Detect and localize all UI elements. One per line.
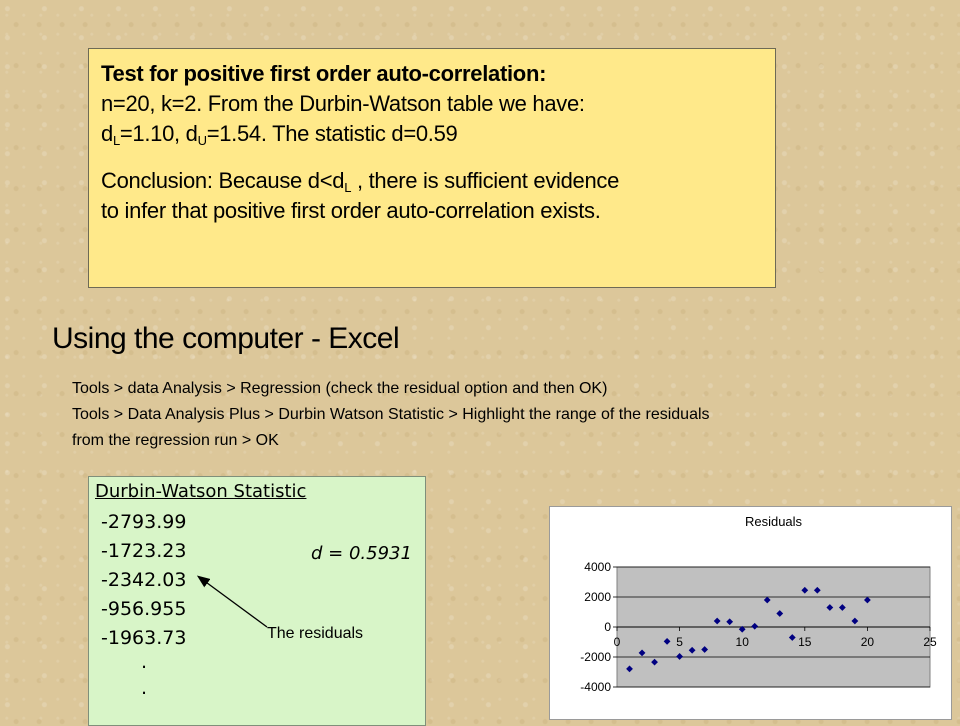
test-heading: Test for positive first order auto-corre… bbox=[101, 61, 547, 86]
x-tick-label: 10 bbox=[736, 635, 750, 649]
y-tick-label: 2000 bbox=[584, 590, 611, 604]
data-point bbox=[676, 653, 683, 660]
test-line-bounds: dL=1.10, dU=1.54. The statistic d=0.59 bbox=[101, 121, 458, 148]
x-tick-label: 5 bbox=[676, 635, 683, 649]
instruction-line: from the regression run > OK bbox=[72, 432, 279, 449]
residual-value: -956.955 bbox=[101, 598, 187, 620]
y-tick-label: 4000 bbox=[584, 560, 611, 574]
residual-value: -1963.73 bbox=[101, 627, 187, 649]
durbin-watson-output: Durbin-Watson Statistic -2793.99 -1723.2… bbox=[88, 476, 426, 726]
dw-output-title: Durbin-Watson Statistic bbox=[95, 481, 307, 502]
data-point bbox=[688, 646, 696, 654]
x-tick-label: 0 bbox=[614, 635, 621, 649]
data-point bbox=[801, 586, 809, 594]
data-point bbox=[776, 610, 784, 617]
y-tick-label: 0 bbox=[604, 620, 611, 634]
data-point bbox=[701, 646, 709, 653]
dw-statistic-value: d = 0.5931 bbox=[311, 543, 412, 564]
instruction-line: Tools > Data Analysis Plus > Durbin Wats… bbox=[72, 406, 710, 423]
data-point bbox=[726, 618, 734, 626]
conclusion-line-2: to infer that positive first order auto-… bbox=[101, 198, 601, 223]
data-point bbox=[738, 625, 746, 633]
section-title: Using the computer - Excel bbox=[52, 322, 400, 355]
test-explanation-box: Test for positive first order auto-corre… bbox=[88, 48, 776, 288]
x-tick-label: 15 bbox=[798, 635, 812, 649]
y-tick-label: -4000 bbox=[580, 680, 611, 694]
annotation-arrow bbox=[196, 575, 268, 628]
residual-value: -2793.99 bbox=[101, 511, 187, 533]
continuation-dot: . bbox=[141, 677, 148, 699]
conclusion-line-1: Conclusion: Because d<dL , there is suff… bbox=[101, 168, 620, 195]
data-point bbox=[638, 649, 646, 657]
instruction-line: Tools > data Analysis > Regression (chec… bbox=[72, 380, 608, 397]
data-point bbox=[751, 622, 759, 630]
data-point bbox=[826, 604, 834, 611]
residual-value: -1723.23 bbox=[101, 540, 187, 562]
data-point bbox=[713, 617, 721, 625]
data-point bbox=[851, 617, 859, 625]
data-point bbox=[788, 634, 796, 641]
instructions: Tools > data Analysis > Regression (chec… bbox=[72, 376, 710, 454]
data-point bbox=[864, 596, 871, 604]
continuation-dot: . bbox=[141, 651, 148, 673]
residuals-annotation-label: The residuals bbox=[267, 625, 364, 642]
data-point bbox=[763, 596, 771, 604]
x-tick-label: 25 bbox=[923, 635, 937, 649]
chart-title: Residuals bbox=[745, 514, 803, 529]
x-tick-label: 20 bbox=[861, 635, 875, 649]
residual-value: -2342.03 bbox=[101, 569, 187, 591]
residuals-chart: Residuals 4000 2000 0 -2000 -4000 0 5 10 15 20 25 bbox=[549, 506, 952, 720]
test-line-sample: n=20, k=2. From the Durbin-Watson table … bbox=[101, 91, 585, 116]
y-tick-label: -2000 bbox=[580, 650, 611, 664]
data-point bbox=[663, 637, 671, 645]
data-point bbox=[838, 604, 846, 611]
data-point bbox=[626, 665, 633, 673]
data-point bbox=[651, 658, 658, 666]
